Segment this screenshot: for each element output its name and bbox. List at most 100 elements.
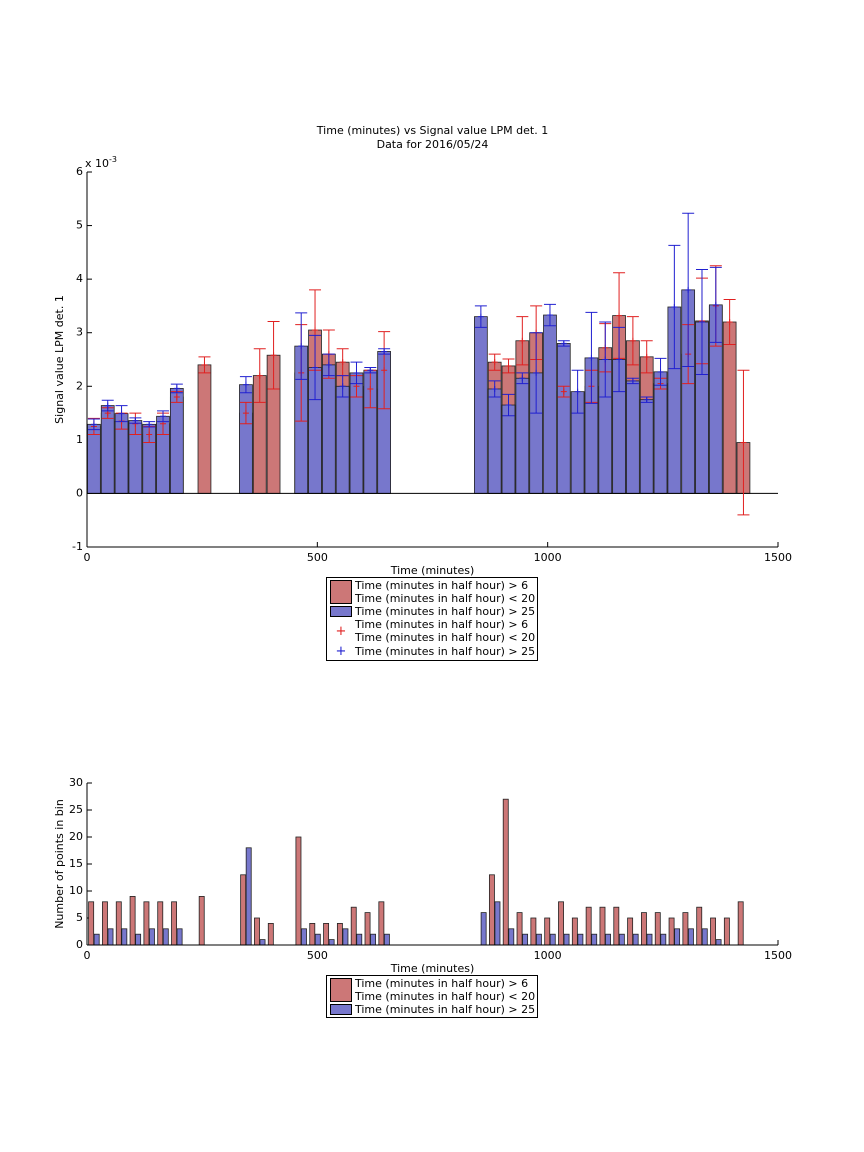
y-tick-label: 10	[69, 884, 83, 897]
y-tick-label: 4	[76, 272, 83, 285]
error-marker	[657, 368, 664, 375]
bar	[563, 933, 570, 946]
legend-entry: + Time (minutes in half hour) > 6 Time (m…	[327, 618, 537, 644]
y-tick-label: 5	[76, 911, 83, 924]
legend: Time (minutes in half hour) > 6 Time (mi…	[326, 577, 538, 661]
bar	[197, 364, 212, 494]
bar	[577, 933, 584, 946]
bar	[169, 388, 184, 494]
error-marker	[643, 396, 650, 403]
bar	[129, 896, 136, 946]
error-marker	[270, 352, 277, 359]
bar	[502, 798, 509, 946]
bar	[107, 928, 114, 946]
legend-marker: +	[335, 623, 347, 639]
error-marker	[726, 319, 733, 325]
y-tick-label: -1	[72, 540, 83, 553]
bar	[370, 933, 377, 946]
bar	[701, 928, 708, 946]
x-tick-label: 1000	[534, 949, 562, 962]
error-marker	[740, 439, 747, 446]
x-tick-label: 0	[84, 551, 91, 564]
error-marker	[104, 402, 111, 409]
bar	[121, 928, 128, 946]
error-marker	[173, 394, 180, 400]
y-tick-label: 0	[76, 486, 83, 499]
error-marker	[533, 369, 540, 376]
bar	[259, 939, 266, 946]
x-tick-label: 1500	[764, 551, 792, 564]
error-marker	[132, 417, 139, 424]
bar	[688, 928, 694, 946]
bar	[544, 917, 551, 946]
bar	[149, 928, 155, 946]
bar	[364, 912, 371, 946]
bar	[682, 912, 689, 946]
x-tick-label: 500	[307, 949, 328, 962]
bar	[239, 384, 253, 494]
bar	[378, 901, 385, 946]
legend: Time (minutes in half hour) > 6 Time (mi…	[326, 975, 538, 1018]
error-marker	[519, 375, 526, 382]
legend-label: Time (minutes in half hour) > 6 Time (mi…	[355, 977, 536, 1003]
legend-swatch	[330, 606, 352, 617]
legend-swatch	[330, 1004, 352, 1015]
bar	[571, 917, 578, 946]
bar	[660, 933, 667, 946]
error-marker	[588, 354, 595, 361]
bar	[516, 912, 523, 946]
bar	[314, 933, 321, 946]
y-tick-label: 1	[76, 433, 83, 446]
bar	[93, 933, 100, 946]
legend-swatch-cell	[327, 977, 355, 1003]
bar	[501, 404, 516, 494]
bar	[254, 917, 260, 946]
legend-label: Time (minutes in half hour) > 25	[355, 1003, 536, 1016]
bar	[88, 901, 95, 946]
legend-label: Time (minutes in half hour) > 6 Time (mi…	[355, 618, 536, 644]
error-marker	[491, 359, 498, 366]
error-marker	[685, 286, 692, 293]
x-tick-label: 500	[307, 551, 328, 564]
legend-marker-cell: +	[327, 644, 355, 659]
bar	[654, 912, 661, 946]
bar	[301, 928, 307, 946]
bar	[722, 321, 737, 494]
bar	[558, 901, 564, 946]
y-tick-label: 15	[69, 857, 83, 870]
error-marker	[173, 385, 180, 392]
legend-entry: + Time (minutes in half hour) > 25	[327, 644, 537, 659]
x-tick-label: 1000	[534, 551, 562, 564]
bar	[171, 901, 177, 946]
bar	[674, 928, 681, 946]
error-marker	[602, 356, 609, 363]
bar	[176, 928, 183, 946]
x-axis-label: Time (minutes)	[390, 564, 475, 577]
bar	[143, 901, 150, 946]
bar	[383, 933, 390, 946]
error-marker	[629, 337, 636, 344]
legend-entry: Time (minutes in half hour) > 25	[327, 1003, 537, 1016]
x-tick-label: 1500	[764, 949, 792, 962]
error-marker	[90, 421, 97, 428]
bar	[627, 917, 634, 946]
bar	[556, 343, 571, 494]
legend-marker-cell: +	[327, 618, 355, 644]
bar	[646, 933, 653, 946]
error-marker	[160, 413, 167, 420]
bar	[350, 906, 357, 946]
bar	[494, 901, 501, 946]
bar	[240, 874, 247, 946]
error-marker	[505, 402, 512, 409]
x-tick-label: 0	[84, 949, 91, 962]
bar	[522, 933, 529, 946]
bar	[535, 933, 542, 946]
bar	[653, 371, 668, 494]
y-tick-label: 3	[76, 326, 83, 339]
y-tick-label: 30	[69, 776, 83, 789]
bar	[696, 906, 703, 946]
bar	[508, 928, 515, 946]
bar	[115, 901, 122, 946]
y-tick-label: 5	[76, 219, 83, 232]
